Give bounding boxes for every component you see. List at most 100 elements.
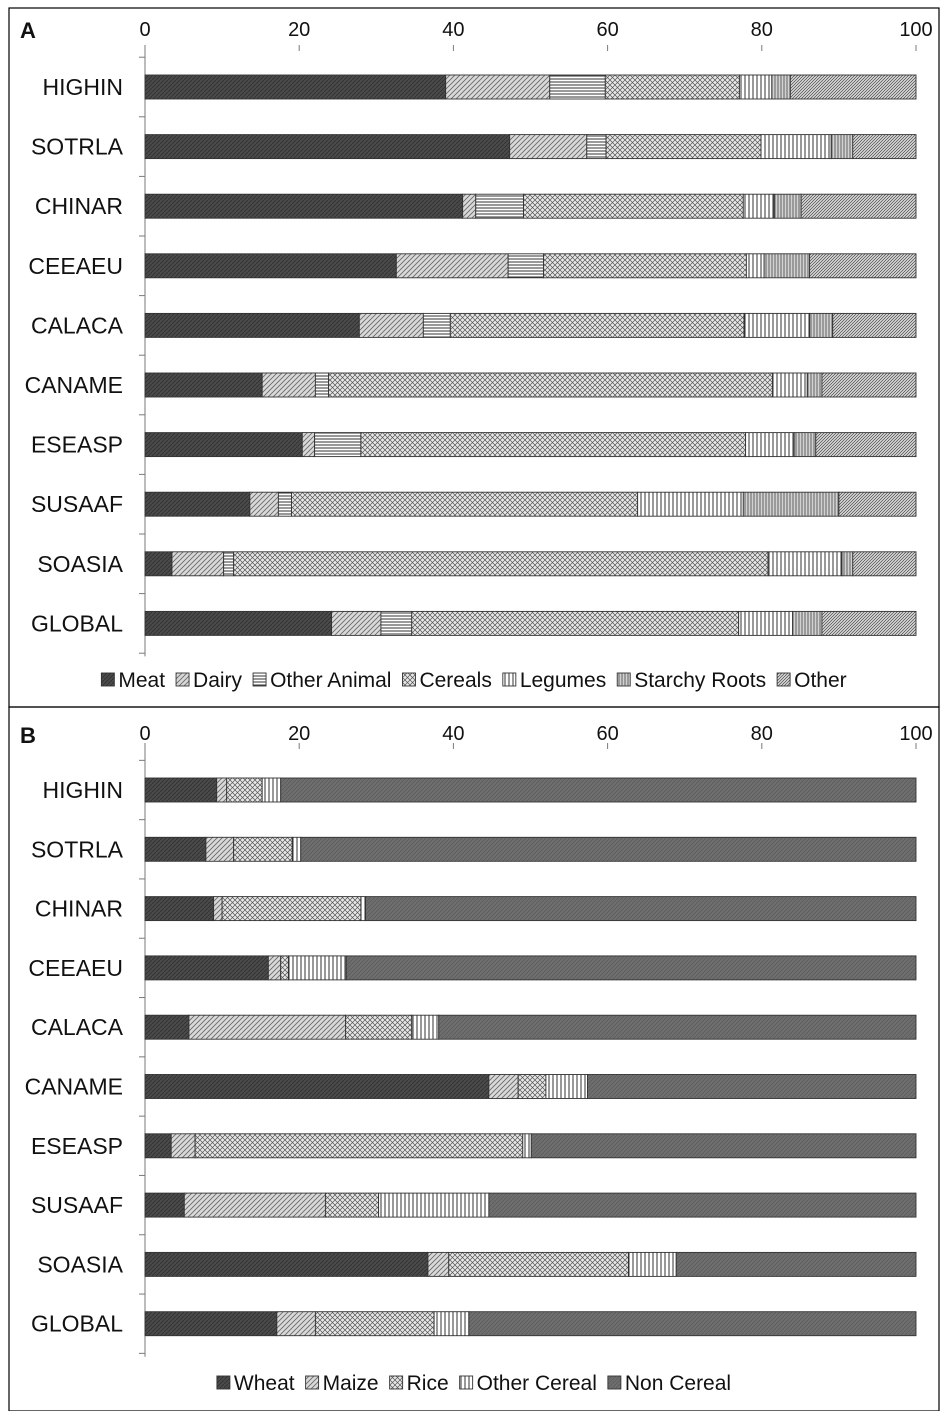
legend-label-wheat: Wheat xyxy=(234,1372,295,1395)
bar-segment-cereals-eseasp xyxy=(360,432,747,458)
bar-segment-rice-chinar xyxy=(221,896,362,922)
category-label-chinar: CHINAR xyxy=(35,193,123,219)
bar-segment-maize-global xyxy=(276,1311,316,1337)
legend-label-maize: Maize xyxy=(323,1372,379,1395)
bar-segment-starchy-roots-caname xyxy=(806,372,823,398)
bar-segment-other-sotrla xyxy=(852,134,917,160)
legend-label-non-cereal: Non Cereal xyxy=(625,1372,731,1395)
bar-segment-starchy-roots-sotrla xyxy=(830,134,854,160)
bar-segment-non-cereal-global xyxy=(468,1311,917,1337)
bar-segment-cereals-soasia xyxy=(233,551,769,577)
bar-segment-meat-ceeaeu xyxy=(144,253,397,279)
bar-segment-wheat-calaca xyxy=(144,1014,190,1040)
bar-segment-other-animal-sotrla xyxy=(586,134,607,160)
bar-segment-legumes-ceeaeu xyxy=(745,253,765,279)
legend-swatch-other-animal xyxy=(252,672,267,687)
panel-a: A 0 20 40 60 80 100 HIGHIN SOTRLA CHINAR CEEAEU CAL… xyxy=(8,7,940,708)
bar-segment-starchy-roots-global xyxy=(792,610,823,636)
legend: Wheat Maize Rice Other Cereal Non Cereal xyxy=(216,1372,731,1395)
bar-segment-non-cereal-ceeaeu xyxy=(345,955,917,981)
bar-segment-maize-ceeaeu xyxy=(267,955,282,981)
panel-letter: B xyxy=(20,723,36,748)
bar-segment-dairy-soasia xyxy=(171,551,225,577)
bar-segment-cereals-ceeaeu xyxy=(543,253,747,279)
bar-segment-rice-caname xyxy=(517,1074,547,1099)
bar-segment-starchy-roots-highin xyxy=(771,74,791,100)
bar-segment-non-cereal-caname xyxy=(587,1074,917,1099)
bar-segment-other-susaaf xyxy=(838,491,917,517)
bar-segment-maize-eseasp xyxy=(170,1133,196,1159)
bar-segment-other-ceeaeu xyxy=(809,253,917,279)
bar-segment-other-animal-calaca xyxy=(422,312,451,338)
category-label-soasia: SOASIA xyxy=(37,551,123,577)
bar-segment-dairy-caname xyxy=(261,372,316,398)
bar-segment-other-animal-ceeaeu xyxy=(507,253,545,279)
bar-segment-other-animal-susaaf xyxy=(277,491,292,517)
legend-swatch-cereals xyxy=(402,672,416,687)
legend-swatch-non-cereal xyxy=(607,1375,622,1390)
x-tick-label: 40 xyxy=(442,723,464,745)
x-tick-label: 40 xyxy=(442,19,464,41)
bar-segment-dairy-eseasp xyxy=(301,432,316,458)
bar-segment-legumes-global xyxy=(738,610,794,636)
x-tick-label: 100 xyxy=(899,723,932,745)
legend-swatch-legumes xyxy=(502,672,517,687)
legend-swatch-rice xyxy=(389,1375,404,1390)
bar-segment-other-cereal-caname xyxy=(545,1074,589,1099)
legend-swatch-wheat xyxy=(216,1375,231,1390)
category-label-eseasp: ESEASP xyxy=(31,1133,123,1159)
bar-segment-other-chinar xyxy=(800,193,917,219)
legend-label-dairy: Dairy xyxy=(193,669,243,692)
bar-segment-non-cereal-chinar xyxy=(365,896,917,922)
bar-segment-dairy-sotrla xyxy=(509,134,588,160)
category-label-chinar: CHINAR xyxy=(35,896,123,922)
bar-segment-other-cereal-eseasp xyxy=(522,1133,532,1159)
bar-segment-non-cereal-calaca xyxy=(438,1014,917,1040)
bar-segment-other-animal-soasia xyxy=(223,551,235,577)
legend: Meat Dairy Other Animal Cereals Legumes Starc… xyxy=(100,669,847,692)
bar-segment-maize-chinar xyxy=(213,896,223,922)
bar-segment-other-cereal-highin xyxy=(261,777,282,803)
bar-segment-starchy-roots-susaaf xyxy=(742,491,840,517)
x-tick-label: 20 xyxy=(288,723,310,745)
legend-label-legumes: Legumes xyxy=(520,669,606,692)
bar-segment-rice-global xyxy=(314,1311,435,1337)
category-label-caname: CANAME xyxy=(25,372,123,398)
bar-segment-rice-sotrla xyxy=(233,836,293,862)
category-label-ceeaeu: CEEAEU xyxy=(28,253,123,279)
bar-segment-meat-sotrla xyxy=(144,134,511,160)
bar-segment-other-calaca xyxy=(832,312,917,338)
x-tick-label: 80 xyxy=(751,723,773,745)
bar-segment-meat-highin xyxy=(144,74,447,100)
x-tick-label: 60 xyxy=(596,19,618,41)
bar-segment-other-cereal-calaca xyxy=(411,1014,440,1040)
bar-segment-wheat-highin xyxy=(144,777,218,803)
bar-segment-wheat-chinar xyxy=(144,896,215,922)
bar-segment-maize-calaca xyxy=(188,1014,346,1040)
x-tick-label: 20 xyxy=(288,19,310,41)
legend-label-rice: Rice xyxy=(407,1372,449,1395)
bar-segment-other-cereal-sotrla xyxy=(291,836,302,862)
bar-segment-other-eseasp xyxy=(815,432,917,458)
bar-segment-rice-soasia xyxy=(448,1251,629,1277)
bar-segment-rice-highin xyxy=(226,777,263,803)
bar-segment-rice-eseasp xyxy=(194,1133,524,1159)
x-tick-label: 80 xyxy=(751,19,773,41)
bar-segment-dairy-ceeaeu xyxy=(395,253,509,279)
bar-segment-legumes-chinar xyxy=(742,193,775,219)
bar-segment-wheat-susaaf xyxy=(144,1192,185,1218)
bar-segment-dairy-chinar xyxy=(462,193,477,219)
bar-segment-rice-calaca xyxy=(345,1014,413,1040)
bar-segment-wheat-eseasp xyxy=(144,1133,172,1159)
bar-segment-meat-susaaf xyxy=(144,491,251,517)
panel-frame xyxy=(8,706,940,1412)
bar-segment-cereals-chinar xyxy=(523,193,744,219)
bar-segment-starchy-roots-ceeaeu xyxy=(763,253,811,279)
bar-segment-wheat-ceeaeu xyxy=(144,955,269,981)
bar-segment-cereals-sotrla xyxy=(605,134,762,160)
legend-swatch-other xyxy=(776,672,791,687)
bar-segment-starchy-roots-eseasp xyxy=(793,432,817,458)
bar-segment-other-soasia xyxy=(852,551,917,577)
bar-segment-other-animal-caname xyxy=(314,372,329,398)
bar-segment-meat-soasia xyxy=(144,551,173,577)
